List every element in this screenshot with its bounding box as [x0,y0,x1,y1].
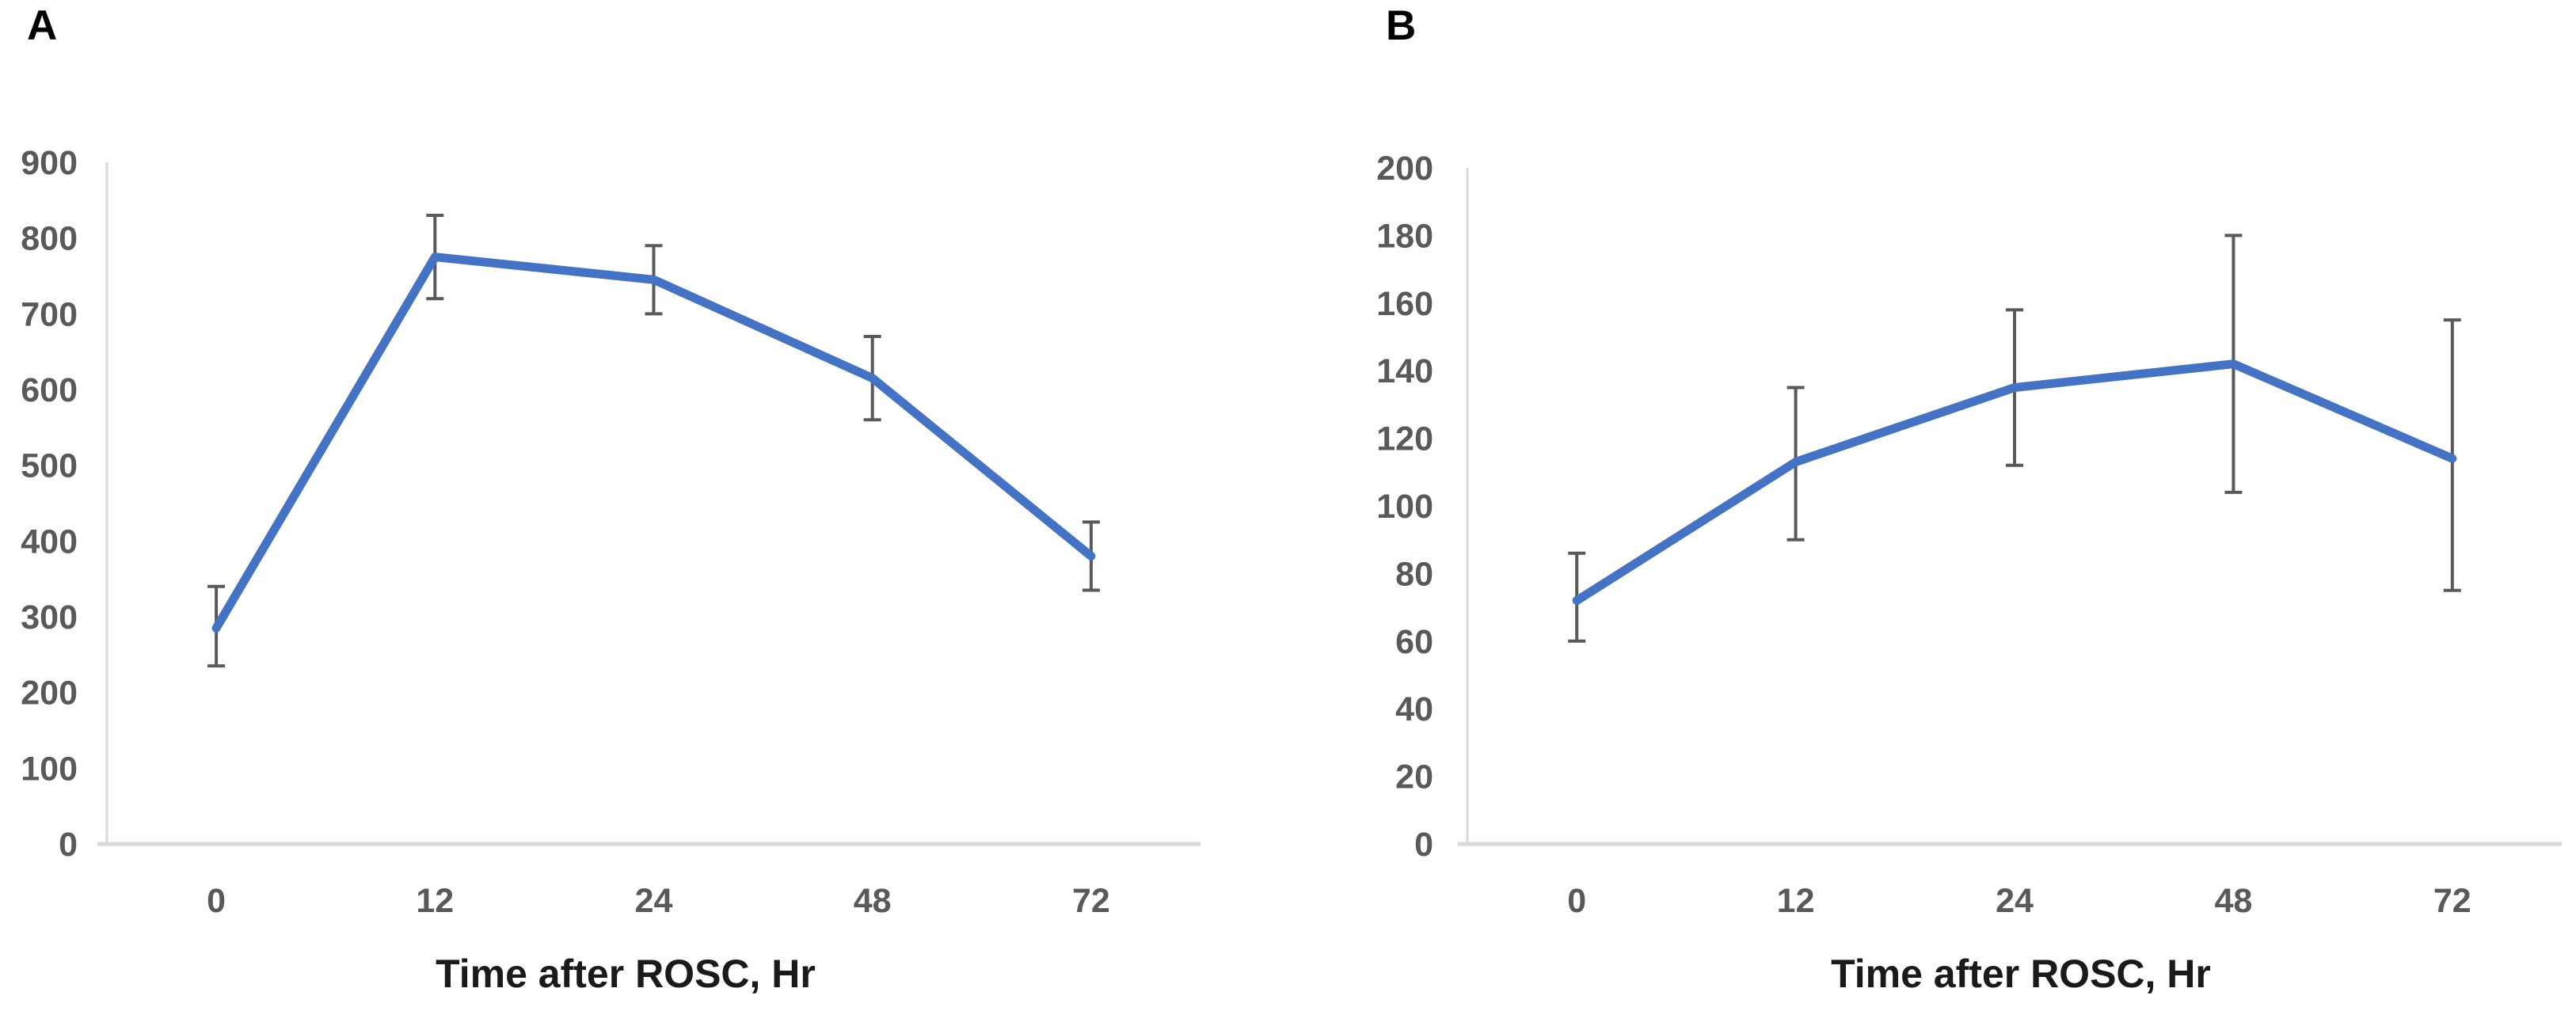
y-tick-label: 80 [1395,555,1433,593]
chart-a-xaxis-title: Time after ROSC, Hr [436,952,816,996]
series-line [211,253,1096,633]
y-tick-labels: 0 100 200 300 400 500 600 700 800 900 [21,144,78,864]
x-tick-labels: 0 12 24 48 72 [1567,882,2471,920]
x-tick-label: 12 [1777,882,1815,920]
y-tick-label: 120 [1376,420,1433,458]
y-tick-label: 100 [1376,488,1433,526]
y-tick-label: 400 [21,523,78,561]
y-tick-label: 300 [21,599,78,637]
y-tick-label: 180 [1376,217,1433,255]
y-tick-label: 20 [1395,758,1433,796]
y-tick-label: 0 [59,826,78,864]
y-tick-label: 800 [21,220,78,258]
y-tick-label: 60 [1395,623,1433,661]
error-bars [1568,234,2461,643]
y-tick-label: 100 [21,750,78,788]
x-tick-label: 24 [1996,882,2034,920]
x-tick-label: 48 [2214,882,2252,920]
y-tick-labels: 0 20 40 60 80 100 120 140 160 180 200 [1376,150,1433,864]
series-line [1572,359,2457,606]
x-tick-label: 72 [1072,882,1110,920]
x-tick-label: 0 [207,882,226,920]
chart-b-xaxis-title: Time after ROSC, Hr [1831,952,2211,996]
y-tick-label: 140 [1376,352,1433,390]
y-tick-label: 900 [21,144,78,182]
x-tick-label: 12 [416,882,454,920]
y-tick-label: 600 [21,371,78,409]
x-tick-label: 48 [854,882,892,920]
y-tick-label: 700 [21,295,78,333]
x-tick-labels: 0 12 24 48 72 [207,882,1110,920]
y-tick-label: 200 [1376,150,1433,188]
y-tick-label: 500 [21,447,78,485]
x-tick-label: 72 [2433,882,2471,920]
chart-panel-a: 0 100 200 300 400 500 600 700 800 900 0 12 24 48 72 [21,144,1200,920]
x-tick-label: 0 [1567,882,1586,920]
y-tick-label: 0 [1414,826,1433,864]
chart-panel-b: 0 20 40 60 80 100 120 140 160 180 200 0 12 24 48 72 [1376,150,2562,920]
panel-a-letter: A [27,2,58,49]
panel-b-letter: B [1386,2,1417,49]
y-tick-label: 160 [1376,285,1433,323]
y-tick-label: 200 [21,675,78,713]
y-tick-label: 40 [1395,690,1433,728]
x-tick-label: 24 [635,882,673,920]
